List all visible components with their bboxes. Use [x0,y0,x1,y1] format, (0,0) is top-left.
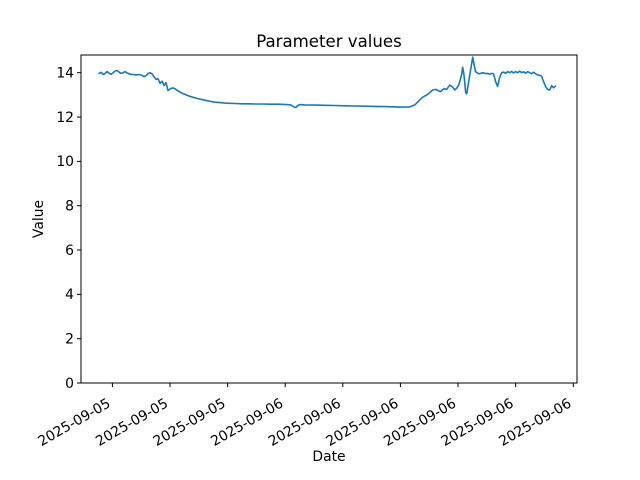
chart-title: Parameter values [256,32,402,51]
y-tick-label: 2 [65,332,74,348]
y-tick-label: 8 [65,199,74,215]
y-tick-label: 12 [56,110,74,126]
x-axis-label: Date [312,449,346,465]
y-tick-label: 6 [65,243,74,259]
plot-border [80,54,578,384]
y-axis-label: Value [31,199,47,239]
data-line [98,56,557,109]
y-tick-label: 14 [56,66,74,82]
y-tick-label: 4 [65,287,74,303]
y-tick-label: 10 [56,154,74,170]
y-tick-label: 0 [65,376,74,392]
